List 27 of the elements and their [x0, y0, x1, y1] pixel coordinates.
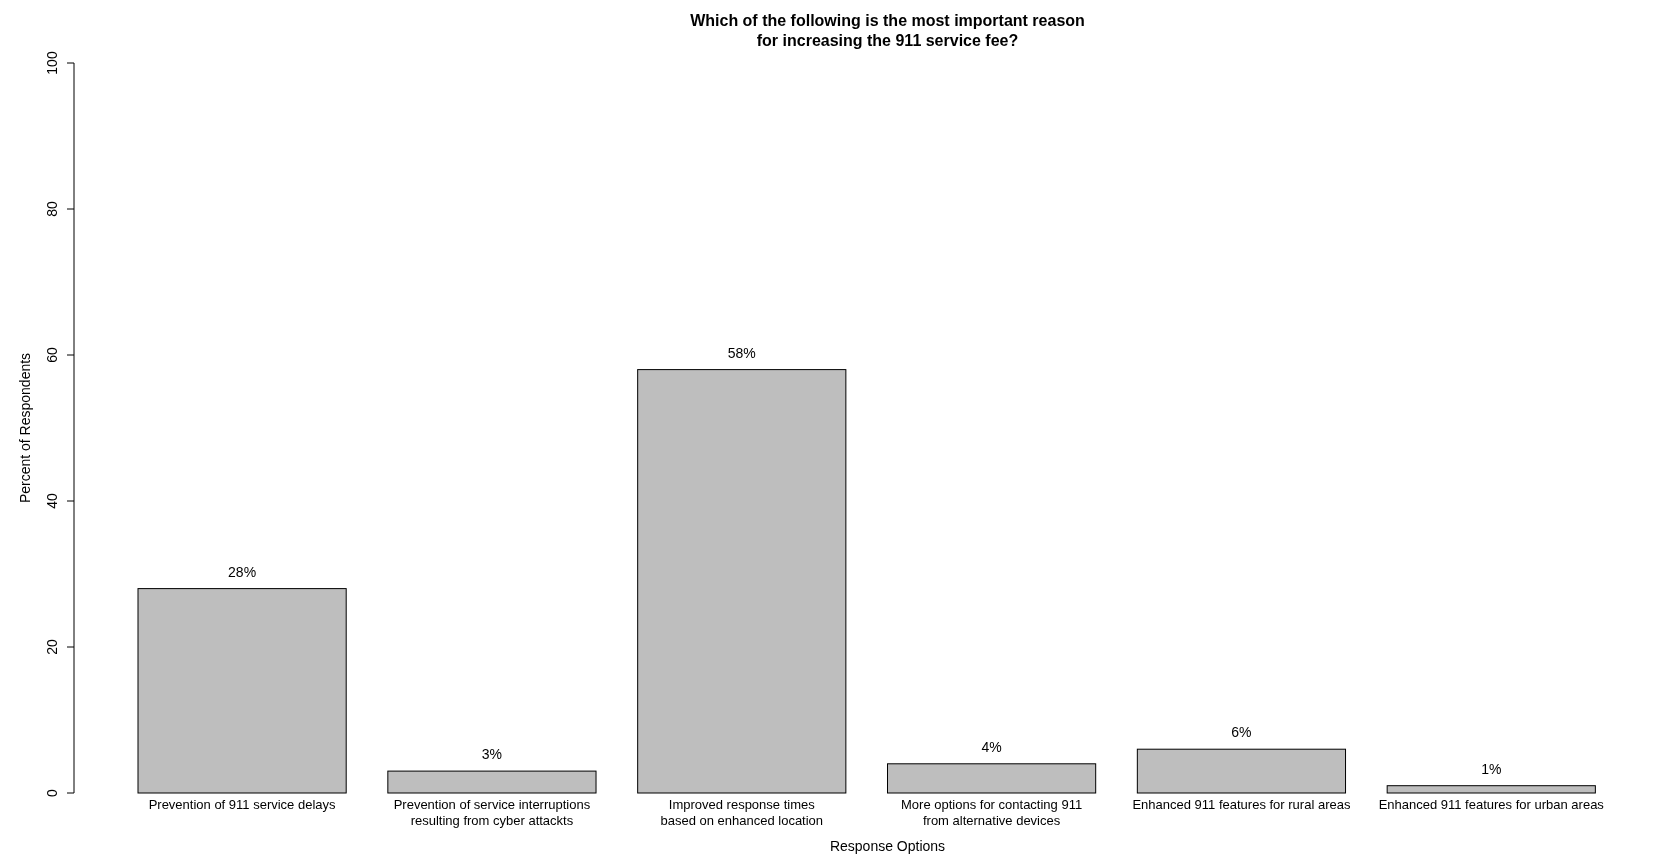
x-tick-label: Prevention of 911 service delays	[148, 797, 337, 812]
y-tick-label: 20	[44, 639, 60, 655]
y-tick-label: 40	[44, 493, 60, 509]
data-label: 3%	[481, 746, 503, 763]
bar	[137, 588, 347, 794]
bar	[1136, 748, 1347, 794]
x-tick-label: Enhanced 911 features for rural areas	[1132, 797, 1351, 812]
bar	[1386, 785, 1596, 794]
bar	[887, 763, 1097, 794]
y-tick-label: 60	[44, 347, 60, 363]
x-tick-label: More options for contacting 911 from alternative devices	[901, 797, 1083, 828]
bar	[387, 770, 597, 794]
y-tick-label: 100	[44, 51, 60, 75]
y-axis-title: Percent of Respondents	[17, 352, 33, 504]
chart-title: Which of the following is the most important reason for increasing the 911 service fee?	[690, 12, 1085, 49]
x-tick-label: Improved response times based on enhanced location	[660, 797, 824, 828]
x-axis-title: Response Options	[829, 838, 946, 854]
data-label: 6%	[1231, 724, 1252, 741]
y-tick-label: 80	[44, 201, 60, 217]
bar	[637, 369, 847, 794]
data-label: 28%	[228, 563, 257, 580]
data-label: 1%	[1481, 760, 1502, 777]
y-tick-label: 0	[44, 788, 60, 797]
data-label: 58%	[727, 344, 756, 361]
x-tick-label: Prevention of service interruptions resulting from cyber attackts	[393, 797, 591, 828]
x-tick-label: Enhanced 911 features for urban areas	[1378, 797, 1605, 812]
data-label: 4%	[981, 738, 1002, 755]
